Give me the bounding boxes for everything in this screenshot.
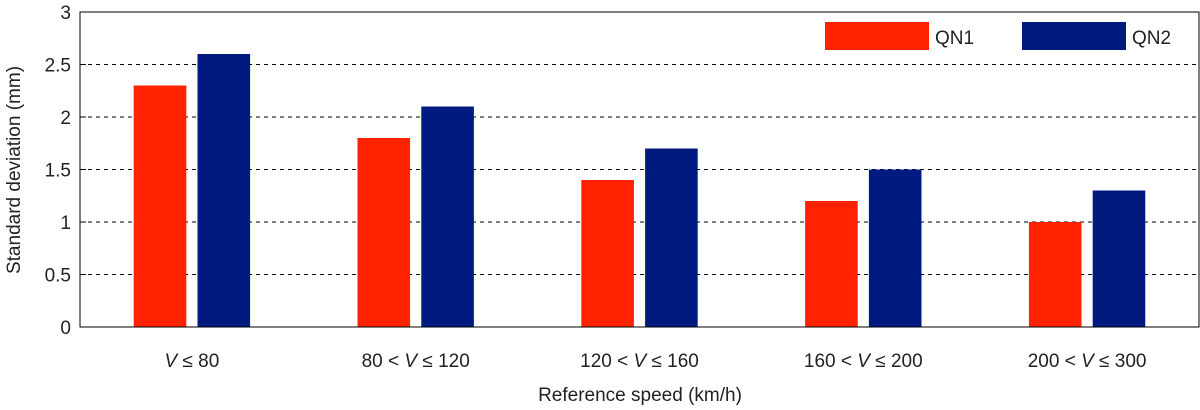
bar-qn2-5 bbox=[1092, 190, 1146, 327]
y-tick-label: 0.5 bbox=[45, 266, 71, 287]
x-tick-label-part: 80 < bbox=[362, 351, 405, 372]
legend-swatch-qn1 bbox=[825, 22, 929, 50]
x-tick-label-part: V bbox=[164, 351, 179, 372]
y-tick-label: 2.5 bbox=[45, 56, 71, 77]
x-tick-label-part: ≤ 300 bbox=[1094, 351, 1147, 372]
x-tick-label-part: V bbox=[633, 351, 648, 372]
y-axis-ticks: 0 0.5 1 1.5 2 2.5 3 bbox=[45, 3, 86, 339]
legend: QN1 QN2 bbox=[825, 22, 1171, 50]
legend-label-qn1: QN1 bbox=[935, 28, 974, 49]
bar-qn1-2 bbox=[357, 138, 411, 327]
grid-lines bbox=[80, 64, 1199, 275]
x-axis-ticks: V ≤ 80 80 < V ≤ 120 120 < V ≤ 160 160 < V ≤… bbox=[164, 351, 1146, 372]
x-tick-label-part: ≤ 200 bbox=[870, 351, 923, 372]
bar-qn1-5 bbox=[1028, 222, 1082, 327]
x-tick-label: 160 < V ≤ 200 bbox=[804, 351, 923, 372]
bar-qn1-4 bbox=[805, 201, 858, 327]
x-tick-label-part: ≤ 120 bbox=[417, 351, 470, 372]
y-tick-label: 2 bbox=[60, 108, 71, 129]
x-tick-label-part: 200 < bbox=[1028, 351, 1081, 372]
x-tick-label-part: ≤ 80 bbox=[177, 351, 219, 372]
bar-qn2-4 bbox=[868, 169, 922, 327]
x-tick-label-part: 120 < bbox=[580, 351, 633, 372]
legend-label-qn2: QN2 bbox=[1132, 28, 1171, 49]
y-axis-title: Standard deviation (mm) bbox=[4, 66, 25, 274]
bars bbox=[133, 54, 1146, 327]
bar-qn1-3 bbox=[581, 180, 634, 327]
x-tick-label-part: V bbox=[404, 351, 419, 372]
x-axis-title: Reference speed (km/h) bbox=[538, 385, 742, 406]
x-tick-label: V ≤ 80 bbox=[164, 351, 219, 372]
x-tick-label: 80 < V ≤ 120 bbox=[362, 351, 470, 372]
x-tick-label: 120 < V ≤ 160 bbox=[580, 351, 699, 372]
bar-qn1-1 bbox=[133, 85, 187, 327]
y-tick-label: 1.5 bbox=[45, 161, 71, 182]
x-tick-label-part: V bbox=[857, 351, 872, 372]
legend-swatch-qn2 bbox=[1022, 22, 1126, 50]
y-tick-label: 0 bbox=[60, 318, 71, 339]
y-tick-label: 3 bbox=[60, 3, 71, 24]
x-tick-label-part: 160 < bbox=[804, 351, 857, 372]
x-tick-label: 200 < V ≤ 300 bbox=[1028, 351, 1147, 372]
bar-qn2-3 bbox=[645, 148, 698, 327]
bar-qn2-2 bbox=[421, 106, 474, 327]
bar-qn2-1 bbox=[197, 54, 251, 327]
x-tick-label-part: V bbox=[1081, 351, 1096, 372]
x-tick-label-part: ≤ 160 bbox=[646, 351, 699, 372]
y-tick-label: 1 bbox=[60, 213, 71, 234]
